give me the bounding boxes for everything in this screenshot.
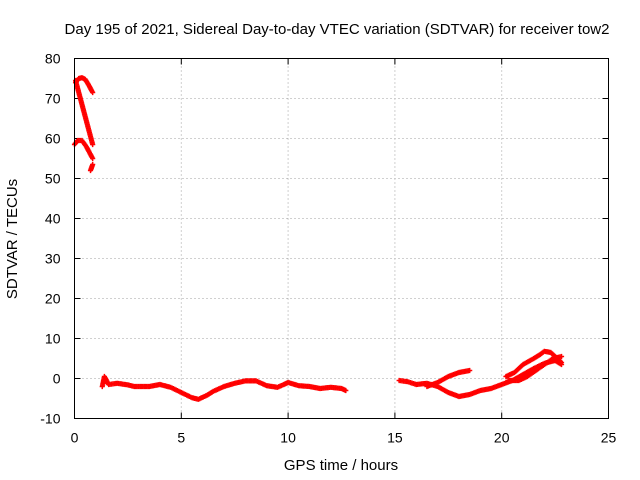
data-point: [90, 89, 96, 96]
data-point: [558, 359, 565, 366]
y-tick-label: 20: [45, 291, 61, 307]
y-axis-label: SDTVAR / TECUs: [4, 179, 21, 299]
data-point: [90, 161, 96, 168]
axis-ticks: 0 5 10 15 20 25 -10 0 10 20 30 40 50 60 70 80: [40, 51, 616, 446]
y-tick-label: 50: [45, 171, 61, 187]
data-marks: [71, 75, 565, 402]
y-tick-label: -10: [40, 411, 60, 427]
x-tick-label: 5: [177, 430, 185, 446]
x-axis-label: GPS time / hours: [284, 457, 398, 474]
data-point: [558, 353, 565, 360]
data-point: [343, 387, 349, 394]
grid: [74, 58, 609, 419]
plot-frame: [74, 58, 609, 419]
y-tick-label: 70: [45, 91, 61, 107]
x-tick-label: 15: [387, 430, 403, 446]
y-tick-label: 0: [53, 371, 61, 387]
x-tick-label: 20: [494, 430, 510, 446]
x-tick-label: 0: [71, 430, 79, 446]
data-point: [90, 155, 96, 162]
y-tick-label: 10: [45, 331, 61, 347]
y-tick-label: 40: [45, 211, 61, 227]
y-tick-label: 80: [45, 51, 61, 67]
x-tick-label: 25: [601, 430, 617, 446]
data-point: [90, 141, 96, 148]
data-point: [467, 367, 473, 374]
chart-title: Day 195 of 2021, Sidereal Day-to-day VTE…: [65, 21, 610, 38]
x-tick-label: 10: [280, 430, 296, 446]
y-tick-label: 30: [45, 251, 61, 267]
y-tick-label: 60: [45, 131, 61, 147]
